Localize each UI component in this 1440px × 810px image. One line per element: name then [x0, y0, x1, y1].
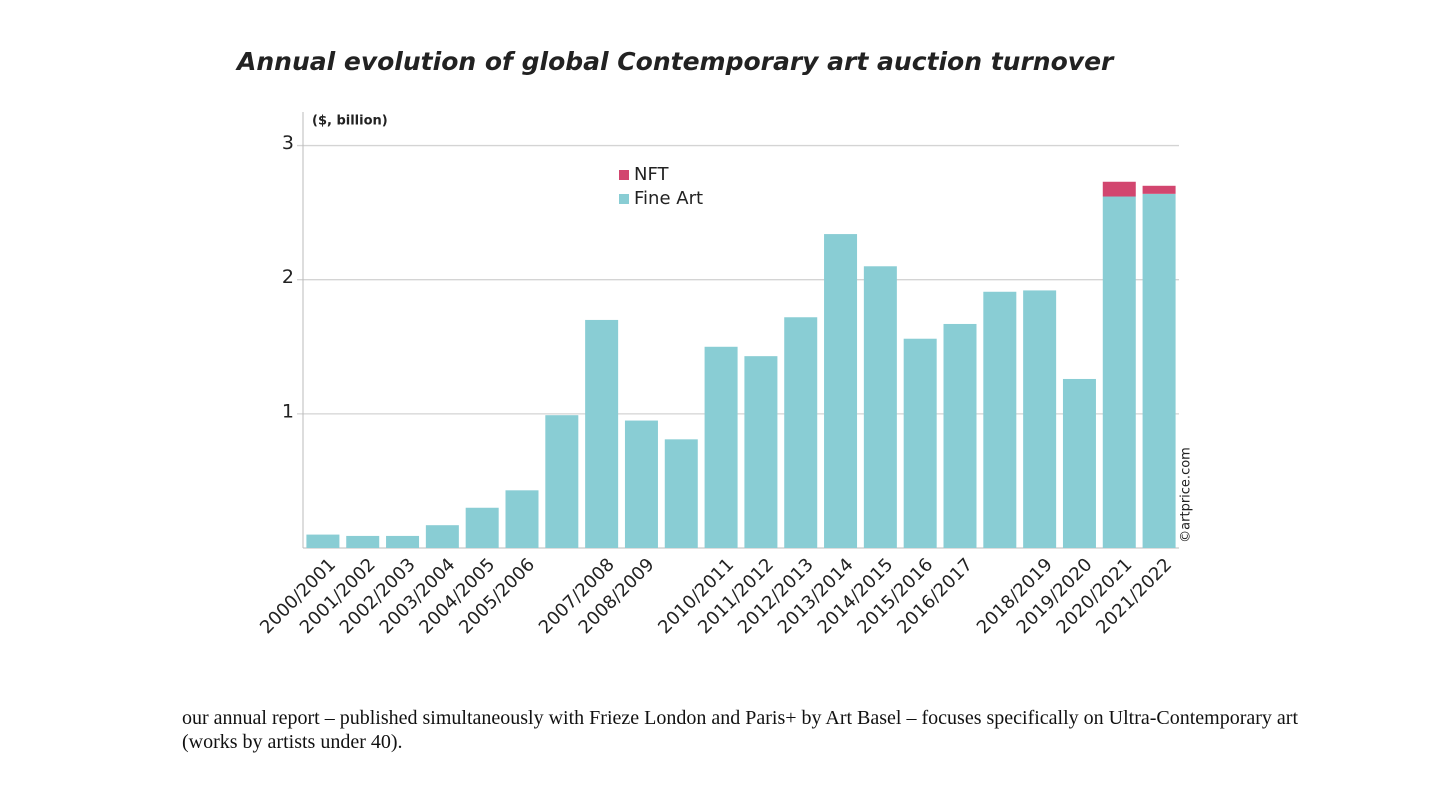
bar-segment	[1062, 378, 1096, 548]
y-tick-label: 1	[282, 400, 294, 422]
bar-segment	[585, 319, 619, 548]
bar-segment	[306, 534, 340, 548]
bar-segment	[1102, 181, 1136, 197]
bar-segment	[744, 356, 778, 548]
paragraph: our annual report – published simultaneo…	[182, 707, 1299, 753]
bar-segment	[1102, 196, 1136, 549]
bar-segment	[545, 415, 579, 548]
bar-segment	[824, 234, 858, 548]
bar-segment	[1142, 185, 1176, 194]
bar-segment	[983, 291, 1017, 548]
bar-segment	[1023, 290, 1057, 548]
y-tick-label: 3	[282, 132, 294, 154]
chart: Annual evolution of global Contemporary …	[235, 47, 1194, 638]
y-axis-label: ($, billion)	[312, 114, 388, 129]
credit: ©artprice.com	[1179, 447, 1194, 543]
bar-segment	[704, 346, 738, 548]
bar-segment	[903, 338, 937, 548]
bar-segment	[784, 317, 818, 548]
chart-title: Annual evolution of global Contemporary …	[235, 47, 1115, 76]
bar-segment	[863, 266, 897, 548]
bar-segment	[505, 490, 539, 548]
bar-segment	[346, 535, 380, 548]
bar-segment	[624, 420, 658, 548]
y-tick-label: 2	[282, 266, 294, 288]
bar-segment	[386, 535, 420, 548]
bar-segment	[943, 323, 977, 548]
bar-segment	[465, 507, 499, 548]
legend-label: NFT	[634, 164, 670, 185]
legend-swatch	[619, 194, 629, 204]
bar-segment	[664, 439, 698, 548]
bar-segment	[425, 525, 459, 548]
bar-segment	[1142, 193, 1176, 548]
legend-swatch	[619, 170, 629, 180]
legend-label: Fine Art	[634, 188, 703, 209]
